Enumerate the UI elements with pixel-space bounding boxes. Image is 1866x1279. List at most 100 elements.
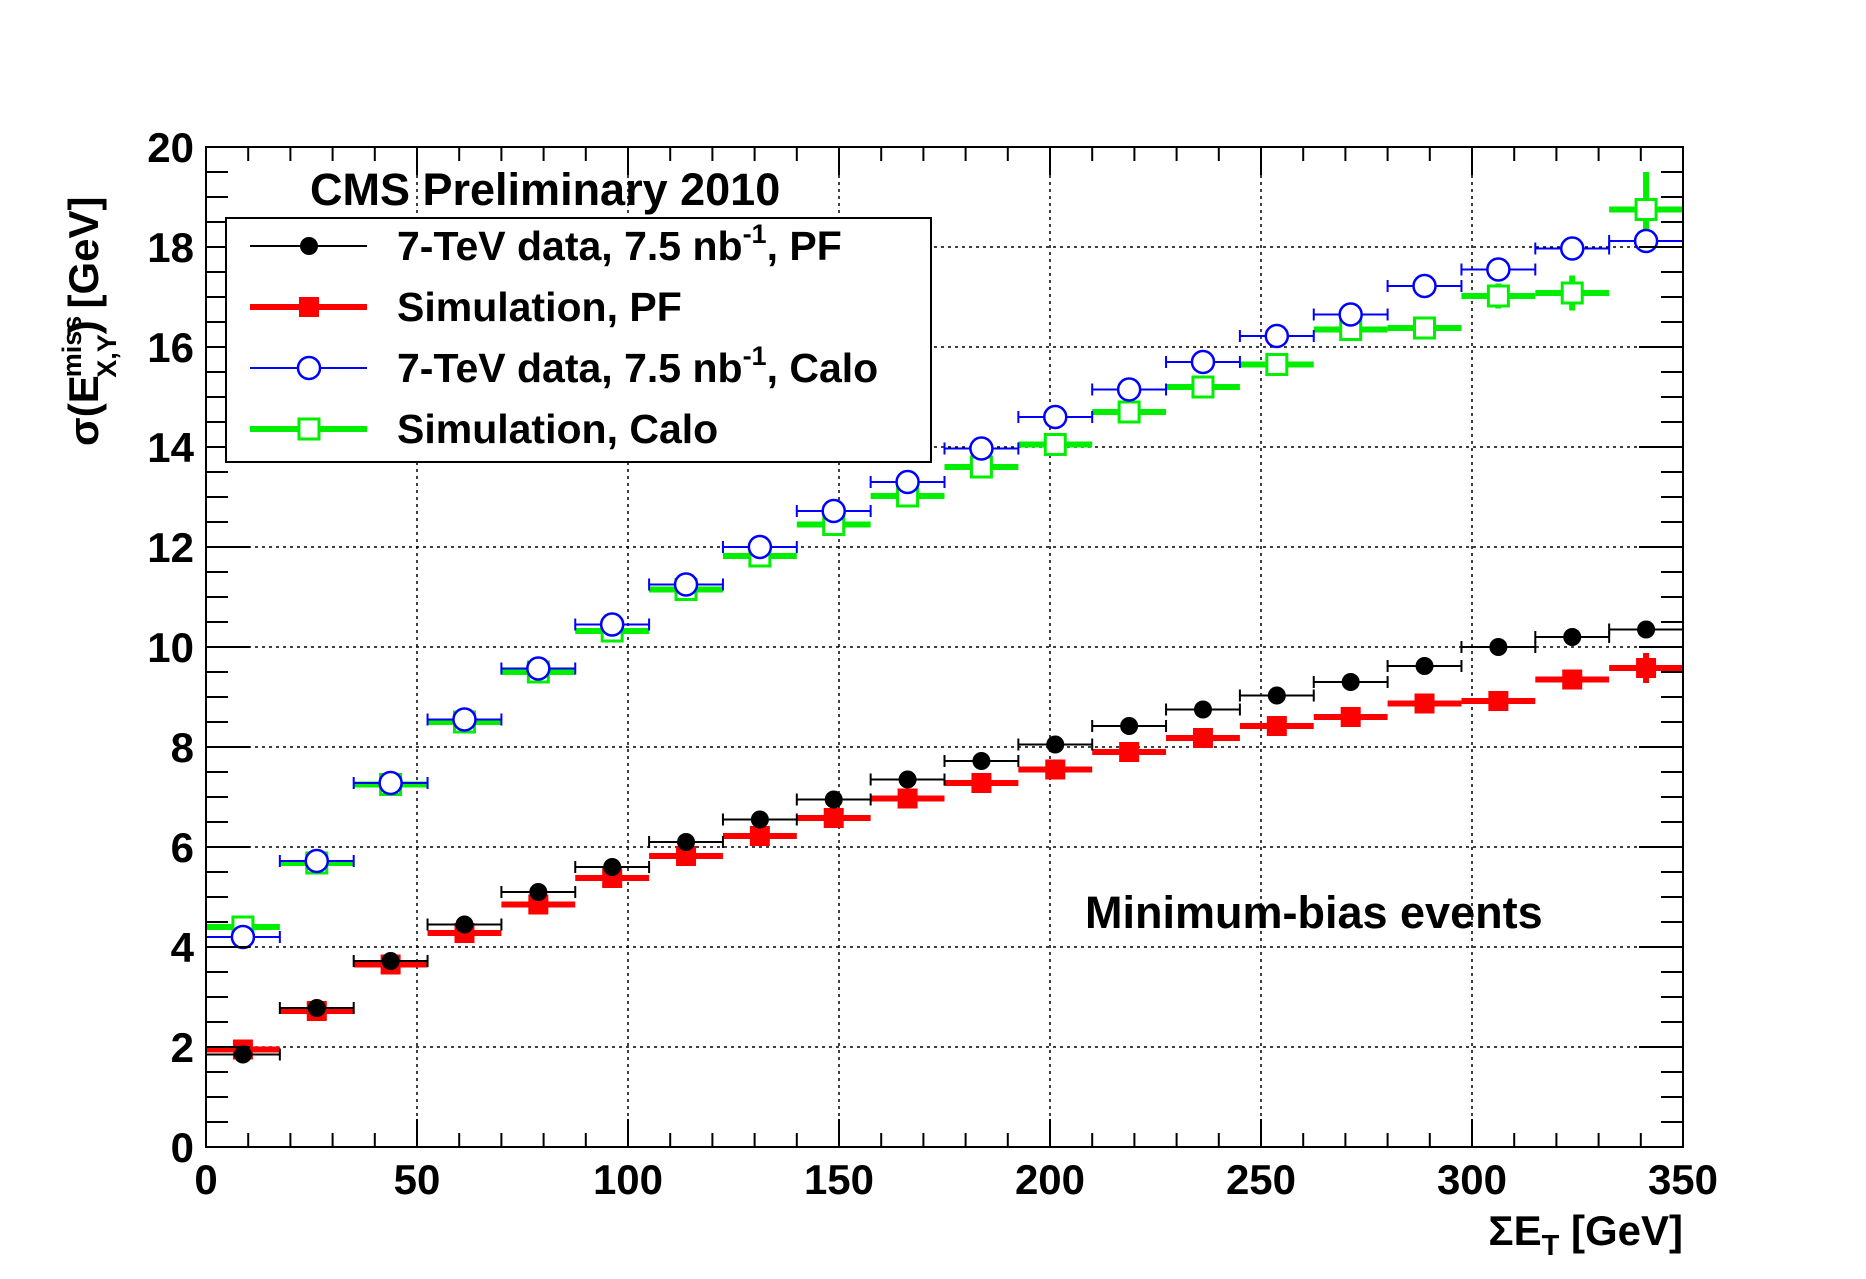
data-point bbox=[1633, 228, 1659, 254]
data-point bbox=[897, 788, 918, 809]
data-point bbox=[1266, 716, 1287, 736]
legend-label: 7-TeV data, 7.5 nb-1, Calo bbox=[397, 341, 878, 391]
legend-label-sup: -1 bbox=[743, 341, 767, 371]
legend-label-text: 7-TeV data, 7.5 nb bbox=[397, 345, 743, 391]
legend-label-text: Simulation, Calo bbox=[397, 406, 718, 452]
x-axis-title-sub: T bbox=[1542, 1230, 1560, 1262]
data-point bbox=[1119, 742, 1140, 762]
data-point bbox=[1413, 316, 1437, 340]
x-tick-label: 300 bbox=[1437, 1156, 1507, 1203]
data-point bbox=[1192, 728, 1213, 748]
x-tick-label: 0 bbox=[194, 1156, 217, 1203]
annotation-minimum-bias: Minimum-bias events bbox=[1085, 887, 1543, 938]
x-axis-title: ΣET [GeV] bbox=[1488, 1207, 1683, 1262]
data-point bbox=[381, 952, 400, 970]
legend-entry: 7-TeV data, 7.5 nb-1, PF bbox=[250, 219, 842, 269]
y-axis-title-post: ) [GeV] bbox=[60, 197, 107, 335]
data-point bbox=[230, 924, 256, 950]
data-point bbox=[1636, 658, 1657, 678]
y-tick-label: 0 bbox=[171, 1124, 194, 1171]
series-1 bbox=[205, 620, 1684, 1064]
y-tick-label: 14 bbox=[147, 424, 194, 471]
data-point bbox=[307, 999, 326, 1017]
legend-label-rest: , Calo bbox=[767, 345, 879, 391]
legend-label: 7-TeV data, 7.5 nb-1, PF bbox=[397, 219, 842, 269]
data-point bbox=[750, 810, 769, 829]
data-point bbox=[969, 436, 994, 461]
legend-label-text: Simulation, PF bbox=[397, 284, 682, 330]
data-point bbox=[1116, 377, 1142, 402]
data-point bbox=[673, 572, 699, 597]
data-point bbox=[529, 883, 548, 901]
x-tick-label: 200 bbox=[1015, 1156, 1085, 1203]
data-point bbox=[1563, 628, 1582, 646]
data-point bbox=[1043, 404, 1068, 430]
x-tick-label: 350 bbox=[1648, 1156, 1718, 1203]
data-point bbox=[378, 770, 403, 796]
y-tick-label: 20 bbox=[147, 124, 194, 171]
data-point bbox=[1046, 735, 1065, 754]
legend-entry: Simulation, PF bbox=[250, 284, 682, 330]
legend-box bbox=[225, 217, 932, 463]
y-tick-label: 10 bbox=[147, 624, 194, 671]
data-point bbox=[1191, 375, 1215, 399]
data-point bbox=[1559, 236, 1585, 261]
data-point bbox=[304, 848, 330, 874]
data-point bbox=[971, 773, 992, 793]
data-point bbox=[747, 534, 773, 560]
y-axis-title: σ(Emiss X,Y) [GeV] bbox=[57, 197, 122, 446]
data-point bbox=[824, 790, 843, 809]
data-point bbox=[1340, 707, 1361, 727]
data-point bbox=[1560, 281, 1584, 305]
data-point bbox=[972, 752, 991, 770]
legend-entry: 7-TeV data, 7.5 nb-1, Calo bbox=[250, 341, 878, 391]
plot-data bbox=[205, 172, 1684, 1064]
legend-label: Simulation, PF bbox=[397, 284, 682, 330]
data-point bbox=[895, 469, 920, 495]
data-point bbox=[1412, 273, 1437, 299]
data-point bbox=[1341, 673, 1360, 691]
y-tick-label: 16 bbox=[147, 324, 194, 371]
x-tick-label: 50 bbox=[394, 1156, 441, 1203]
data-point bbox=[1117, 400, 1141, 424]
data-point bbox=[452, 707, 477, 732]
legend-entry: Simulation, Calo bbox=[250, 406, 718, 452]
data-point bbox=[1264, 323, 1290, 349]
x-tick-label: 100 bbox=[593, 1156, 663, 1203]
data-point bbox=[1120, 717, 1139, 735]
series-3 bbox=[205, 228, 1684, 950]
data-point bbox=[1045, 759, 1066, 780]
y-tick-label: 12 bbox=[147, 524, 194, 571]
legend-marker bbox=[300, 237, 318, 255]
data-point bbox=[823, 808, 844, 828]
data-point bbox=[528, 894, 549, 915]
data-point bbox=[1415, 657, 1434, 675]
legend-marker bbox=[296, 355, 322, 381]
legend-marker bbox=[299, 297, 319, 317]
data-point bbox=[1193, 700, 1212, 719]
data-point bbox=[1486, 257, 1511, 282]
y-tick-label: 4 bbox=[171, 924, 195, 971]
data-point bbox=[1265, 353, 1289, 376]
data-point bbox=[749, 826, 770, 846]
legend-label-sup: -1 bbox=[743, 219, 767, 249]
data-point bbox=[1562, 669, 1583, 690]
legend-marker bbox=[297, 417, 321, 441]
y-tick-label: 8 bbox=[171, 724, 194, 771]
y-axis-title-sub: X,Y bbox=[92, 334, 122, 378]
data-point bbox=[676, 846, 697, 866]
data-point bbox=[455, 915, 474, 934]
data-point bbox=[1634, 198, 1658, 221]
y-axis-title-pre: σ(E bbox=[60, 375, 107, 446]
x-tick-label: 250 bbox=[1226, 1156, 1296, 1203]
axes: 0 50 100 150 200 250 300 350 0 2 4 6 8 10 12 14 16 18 20 bbox=[147, 124, 1718, 1203]
data-point bbox=[677, 833, 696, 851]
data-point bbox=[821, 498, 846, 524]
y-axis-title-sup: miss bbox=[57, 316, 87, 378]
legend-label-rest: , PF bbox=[767, 223, 842, 269]
legend-label-text: 7-TeV data, 7.5 nb bbox=[397, 223, 743, 269]
x-axis-title-main: ΣE bbox=[1488, 1207, 1541, 1254]
data-point bbox=[1043, 433, 1067, 456]
